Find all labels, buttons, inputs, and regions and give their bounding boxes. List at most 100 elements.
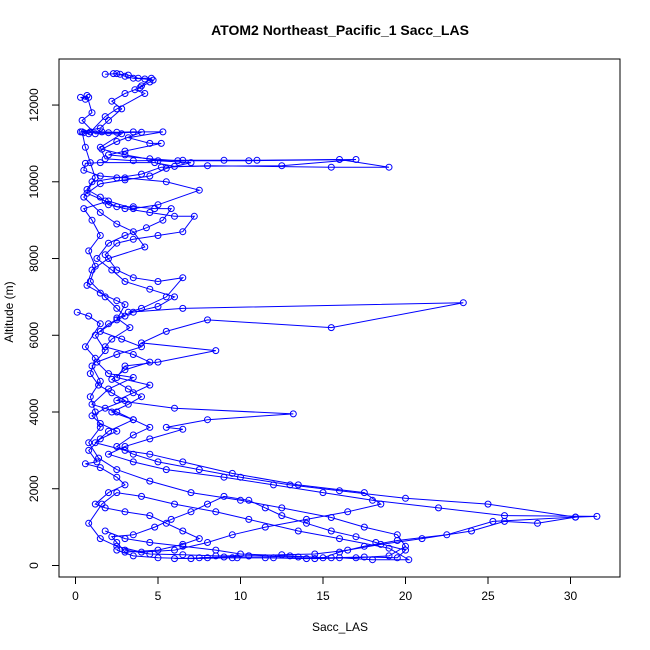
x-axis-label: Sacc_LAS: [312, 620, 368, 634]
data-point: [179, 458, 187, 466]
data-point: [96, 209, 104, 216]
data-point: [171, 555, 178, 563]
data-point: [98, 128, 106, 136]
data-point: [113, 138, 121, 145]
data-point: [113, 489, 121, 497]
data-point: [593, 512, 601, 520]
data-point: [237, 473, 244, 481]
data-point: [83, 189, 91, 197]
series-line-3: [81, 131, 411, 561]
data-point: [121, 362, 129, 370]
data-point: [501, 517, 508, 525]
data-point: [121, 481, 129, 489]
data-point: [233, 554, 241, 562]
data-point: [121, 147, 129, 155]
y-tick-label: 12000: [27, 88, 41, 122]
data-point: [171, 500, 178, 508]
data-point: [113, 266, 121, 274]
data-point: [88, 412, 96, 420]
data-point: [85, 519, 93, 527]
data-point: [278, 162, 286, 170]
data-point: [129, 351, 137, 358]
data-point: [124, 308, 132, 316]
series-line-2: [80, 94, 597, 559]
data-point: [88, 216, 96, 224]
data-point: [146, 209, 154, 216]
data-point: [129, 274, 137, 282]
x-tick-label: 25: [481, 589, 495, 603]
data-point: [154, 232, 162, 239]
data-point: [96, 327, 104, 335]
data-point: [179, 425, 187, 433]
data-point: [278, 512, 286, 520]
data-point: [96, 193, 104, 201]
y-tick-label: 8000: [27, 245, 41, 272]
data-point: [294, 527, 302, 535]
x-tick-label: 30: [564, 589, 578, 603]
data-point: [146, 381, 154, 389]
data-point: [113, 427, 121, 435]
data-point: [162, 178, 170, 186]
data-point: [129, 203, 137, 211]
data-point: [108, 266, 116, 274]
data-point: [385, 552, 393, 560]
y-axis-label: Altitude (m): [2, 281, 16, 342]
data-point: [327, 527, 335, 535]
data-point: [101, 155, 109, 163]
data-point: [141, 90, 149, 97]
data-point: [121, 151, 129, 159]
data-point: [105, 450, 112, 458]
plot-frame: [58, 58, 621, 578]
data-point: [344, 546, 352, 554]
data-point: [154, 554, 162, 562]
data-point: [245, 496, 253, 504]
data-point: [96, 289, 104, 297]
data-point: [96, 159, 104, 167]
data-point: [118, 335, 126, 343]
data-point: [220, 156, 228, 164]
data-point: [96, 143, 104, 151]
data-point: [146, 435, 154, 443]
data-point: [336, 156, 343, 163]
data-point: [113, 304, 121, 312]
data-point: [108, 408, 116, 416]
data-point: [129, 458, 137, 466]
data-point: [154, 278, 162, 285]
data-point: [179, 542, 187, 550]
data-point: [96, 435, 104, 443]
data-point: [179, 551, 187, 559]
data-point: [124, 385, 132, 393]
data-point: [101, 70, 109, 78]
data-point: [204, 416, 211, 424]
data-point: [118, 130, 126, 138]
data-point: [105, 129, 112, 137]
data-point: [146, 139, 154, 147]
data-point: [385, 163, 393, 171]
data-point: [73, 308, 81, 316]
data-point: [289, 410, 297, 418]
data-point: [121, 278, 129, 285]
chart-title: ATOM2 Northeast_Pacific_1 Sacc_LAS: [211, 22, 469, 38]
data-point: [101, 113, 109, 121]
data-point: [93, 255, 101, 262]
data-point: [459, 299, 467, 307]
data-point: [179, 274, 187, 282]
data-point: [83, 281, 91, 289]
data-point: [91, 130, 99, 138]
data-point: [151, 523, 159, 531]
data-point: [187, 489, 195, 497]
data-point: [179, 228, 187, 236]
data-point: [402, 494, 409, 502]
data-point: [303, 519, 310, 527]
data-point: [377, 500, 385, 508]
data-point: [88, 400, 96, 408]
data-point: [129, 531, 137, 539]
data-point: [171, 293, 178, 301]
data-point: [105, 239, 112, 247]
data-point: [121, 546, 129, 554]
data-point: [101, 347, 109, 355]
data-point: [85, 247, 93, 255]
data-point: [393, 537, 401, 544]
data-point: [108, 335, 116, 343]
x-tick-label: 20: [399, 589, 413, 603]
